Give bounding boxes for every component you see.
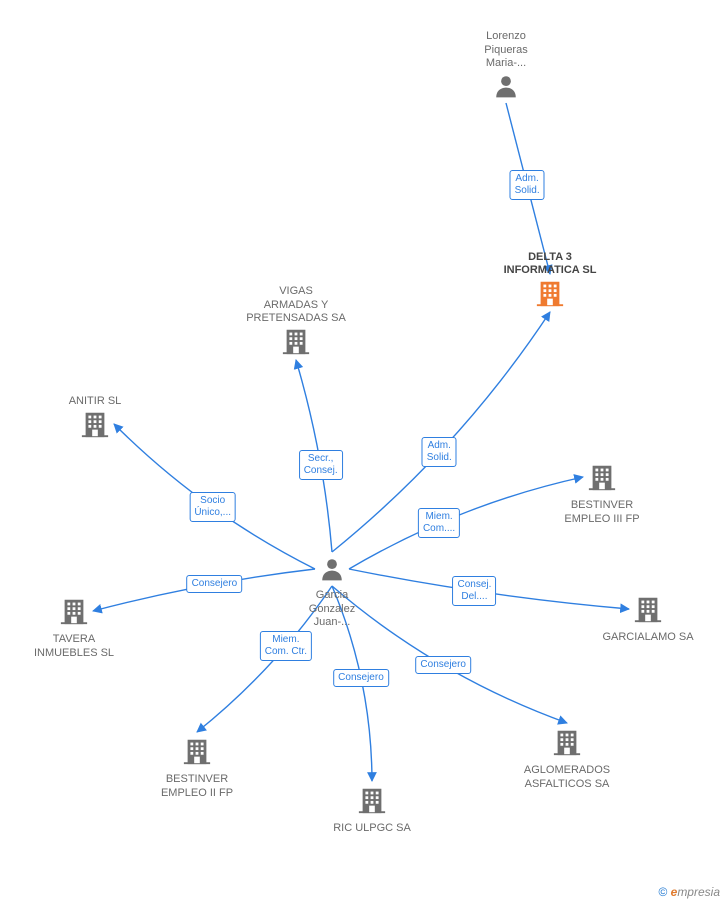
company-icon [69,409,122,444]
company-icon [524,727,610,762]
node-label: ANITIR SL [69,395,122,409]
company-node-bestinver3[interactable]: BESTINVEREMPLEO III FP [564,462,639,526]
company-node-anitir[interactable]: ANITIR SL [69,393,122,444]
node-label: GarciaGonzalezJuan-... [309,589,355,630]
company-icon [504,278,597,313]
footer: © empresia [658,885,720,899]
edge-label: Consejero [415,656,471,674]
company-icon [333,785,411,820]
edge-label: Adm.Solid. [422,437,457,467]
node-label: AGLOMERADOSASFALTICOS SA [524,764,610,792]
company-node-garcialamo[interactable]: GARCIALAMO SA [602,594,693,645]
company-node-ric[interactable]: RIC ULPGC SA [333,785,411,836]
brand: empresia [671,885,720,899]
node-label: DELTA 3INFORMATICA SL [504,251,597,279]
company-icon [161,736,233,771]
node-label: VIGASARMADAS YPRETENSADAS SA [246,285,346,326]
company-node-vigas[interactable]: VIGASARMADAS YPRETENSADAS SA [246,283,346,361]
company-icon [564,462,639,497]
edge-label: Consej.Del.... [452,576,496,606]
company-icon [602,594,693,629]
edge-label: Adm.Solid. [510,170,545,200]
edge-label: SocioÚnico,... [189,492,236,522]
node-label: RIC ULPGC SA [333,822,411,836]
node-label: LorenzoPiquerasMaria-... [484,30,527,71]
edge-label: Consejero [333,669,389,687]
company-node-aglomerados[interactable]: AGLOMERADOSASFALTICOS SA [524,727,610,791]
company-node-tavera[interactable]: TAVERAINMUEBLES SL [34,596,114,660]
node-label: BESTINVEREMPLEO III FP [564,499,639,527]
node-label: GARCIALAMO SA [602,631,693,645]
edges-layer [0,0,728,905]
copyright-symbol: © [658,885,667,899]
edge-garcia-bestinver3 [349,477,583,569]
company-node-bestinver2[interactable]: BESTINVEREMPLEO II FP [161,736,233,800]
person-node-garcia[interactable]: GarciaGonzalezJuan-... [309,556,355,630]
edge-label: Miem.Com. Ctr. [260,631,312,661]
company-icon [34,596,114,631]
edge-label: Consejero [187,575,243,593]
company-node-delta[interactable]: DELTA 3INFORMATICA SL [504,249,597,313]
person-icon [484,73,527,104]
edge-garcia-aglomerados [332,586,567,723]
edge-label: Secr.,Consej. [299,450,343,480]
edge-label: Miem.Com.... [418,508,460,538]
company-icon [246,326,346,361]
node-label: TAVERAINMUEBLES SL [34,633,114,661]
person-node-lorenzo[interactable]: LorenzoPiquerasMaria-... [484,30,527,104]
person-icon [309,556,355,587]
node-label: BESTINVEREMPLEO II FP [161,773,233,801]
